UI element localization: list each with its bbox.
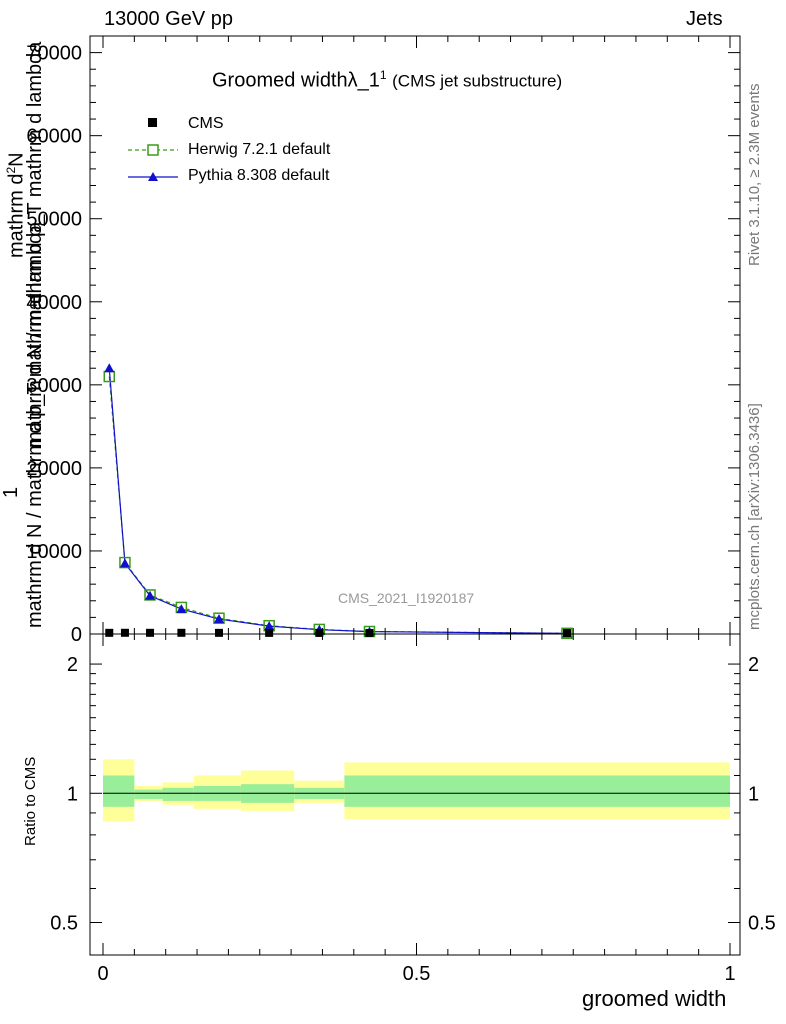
pythia-point [176, 604, 187, 614]
title-sup: 1 [379, 68, 387, 82]
ticks [90, 35, 740, 955]
x-tick-label: 1 [724, 963, 735, 985]
y-tick-label: 60000 [26, 126, 82, 148]
cms-point [562, 628, 571, 637]
x-axis-label: groomed width [582, 986, 727, 1011]
analysis-watermark: CMS_2021_I1920187 [338, 590, 475, 606]
cms-point [315, 628, 324, 637]
y-label-line-2: mathrm d N / mathrm d p_T mathrm d lambd… [24, 221, 46, 628]
legend-pythia-marker [148, 172, 158, 181]
rivet-label: Rivet 3.1.10, ≥ 2.3M events [746, 83, 763, 267]
ratio-y-label: Ratio to CMS [22, 756, 39, 846]
title-main: Groomed width [212, 69, 348, 92]
y-label-one: 1 [0, 486, 22, 498]
ratio-tick-label-right: 2 [748, 654, 759, 676]
cms-point [105, 628, 114, 637]
ratio-band-inner [103, 775, 135, 807]
y-tick-label: 30000 [26, 375, 82, 397]
ratio-tick-label-right: 0.5 [748, 912, 776, 934]
cms-point [365, 628, 374, 637]
cms-point [120, 628, 129, 637]
cms-point [146, 628, 155, 637]
legend-pythia-label: Pythia 8.308 default [188, 167, 330, 184]
x-tick-label: 0.5 [403, 963, 431, 985]
title-lambda: λ_1 [347, 69, 380, 92]
y-tick-label: 70000 [26, 43, 82, 65]
herwig-point [561, 627, 573, 640]
chart-title: Groomed widthλ_11 (CMS jet substructure) [212, 68, 562, 93]
main-curves [103, 363, 573, 640]
legend-cms-label: CMS [188, 115, 224, 132]
site-label: mcplots.cern.ch [arXiv:1306.3436] [746, 403, 763, 630]
legend-herwig-label: Herwig 7.2.1 default [188, 141, 331, 158]
ratio-tick-label-left: 2 [67, 654, 78, 676]
ratio-tick-label-right: 1 [748, 783, 759, 805]
pythia-point [264, 621, 275, 631]
ratio-band-inner [134, 789, 163, 799]
ratio-frame [89, 633, 741, 956]
cms-point [265, 628, 274, 637]
y-tick-label: 0 [71, 624, 82, 646]
legend-marks [128, 118, 178, 181]
pythia-point [119, 558, 130, 568]
process-label: Jets [686, 8, 723, 30]
pythia-point [145, 590, 156, 600]
y-tick-label: 10000 [26, 541, 82, 563]
legend-cms-marker [148, 118, 157, 127]
legend-herwig-marker [147, 144, 159, 156]
cms-point [177, 628, 186, 637]
energy-label: 13000 GeV pp [104, 8, 233, 30]
herwig-point [213, 612, 225, 624]
ratio-band-inner [162, 787, 194, 801]
tick-labels: 0 0.5 1 0 10000 20000 30000 40000 50000 60000 7000… [26, 43, 775, 985]
pythia-point [213, 614, 224, 624]
x-tick-label: 0 [97, 963, 108, 985]
title-sub: (CMS jet substructure) [392, 71, 563, 91]
y-tick-label: 20000 [26, 458, 82, 480]
ratio-tick-label-left: 0.5 [50, 912, 78, 934]
y-tick-label: 40000 [26, 292, 82, 314]
herwig-point [119, 556, 131, 569]
ratio-tick-label-left: 1 [67, 783, 78, 805]
herwig-point [144, 589, 156, 601]
y-tick-label: 50000 [26, 209, 82, 231]
ratio-bands [103, 759, 730, 822]
cms-point [214, 628, 223, 637]
ratio-band-inner [344, 775, 730, 807]
pythia-point [104, 363, 115, 373]
